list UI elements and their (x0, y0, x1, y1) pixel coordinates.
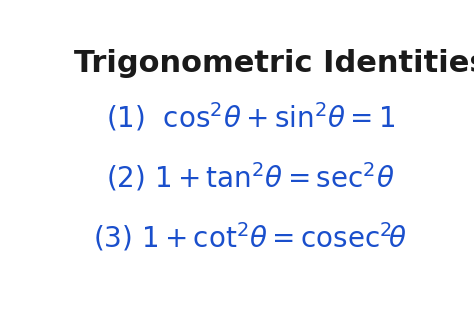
Text: (2) $1 + \tan^2\!\theta = \sec^2\!\theta$: (2) $1 + \tan^2\!\theta = \sec^2\!\theta… (106, 160, 394, 193)
Text: (3) $1 + \cot^2\!\theta = \mathrm{cosec}^2\!\theta$: (3) $1 + \cot^2\!\theta = \mathrm{cosec}… (93, 220, 407, 253)
Text: (1)  $\cos^2\!\theta + \sin^2\!\theta = 1$: (1) $\cos^2\!\theta + \sin^2\!\theta = 1… (106, 100, 395, 133)
Text: Trigonometric Identities: Trigonometric Identities (74, 49, 474, 78)
